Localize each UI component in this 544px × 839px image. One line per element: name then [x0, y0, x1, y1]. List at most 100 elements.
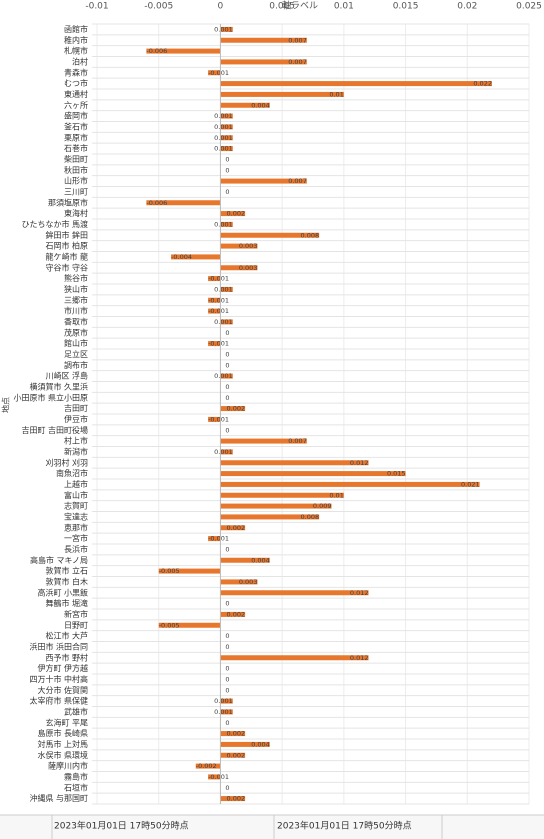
data-label: 0.003 [239, 264, 258, 272]
y-tick-label: 那須塩原市 [48, 197, 88, 207]
bar [220, 796, 246, 802]
data-label: 0.009 [313, 502, 332, 510]
y-tick-label: 茂原市 [64, 327, 88, 337]
data-label: 0 [225, 719, 229, 727]
data-label: 0.001 [214, 372, 233, 380]
data-label: -0.001 [208, 415, 229, 423]
data-label: 0.008 [301, 513, 320, 521]
data-label: 0.001 [214, 318, 233, 326]
data-label: 0 [225, 383, 229, 391]
y-tick-label: 志賀町 [64, 501, 88, 511]
data-label: 0 [225, 632, 229, 640]
x-tick-label: 0.02 [457, 2, 477, 12]
data-label: 0.004 [251, 556, 270, 564]
y-tick-label: 龍ケ崎市 龍 [45, 251, 88, 261]
y-tick-label: 玄海町 平尾 [45, 717, 88, 727]
y-tick-label: 薩摩川内市 [48, 761, 88, 771]
data-label: -0.001 [208, 535, 229, 543]
data-label: -0.001 [208, 69, 229, 77]
bar [220, 178, 307, 184]
data-label: 0.012 [350, 589, 369, 597]
bar [195, 763, 221, 769]
y-tick-label: 青森市 [64, 67, 88, 77]
bar [220, 460, 369, 466]
data-label: 0.001 [214, 697, 233, 705]
bar [220, 731, 246, 737]
data-label: 0 [225, 600, 229, 608]
bar [208, 70, 221, 76]
data-label: 0.01 [329, 491, 343, 499]
y-tick-label: 宝達志 [64, 511, 88, 521]
y-tick-label: 柴田町 [64, 154, 88, 164]
y-tick-label: 稚内市 [64, 35, 88, 45]
y-tick-label: 上越市 [64, 479, 88, 489]
y-tick-label: 鉾田市 鉾田 [45, 230, 88, 240]
bar [220, 37, 307, 43]
x-tick-label: 0.005 [269, 2, 295, 12]
bar [220, 406, 246, 412]
data-label: -0.006 [146, 47, 167, 55]
x-axis-label: 軸ラベル [282, 0, 318, 12]
bar [220, 146, 233, 152]
bar [208, 308, 221, 314]
y-tick-label: 足立区 [64, 349, 88, 359]
data-label: 0.012 [350, 654, 369, 662]
bar [220, 438, 307, 444]
y-tick-label: 松江市 大芦 [45, 631, 88, 641]
data-label: 0.004 [251, 740, 270, 748]
data-label: 0.015 [387, 470, 406, 478]
bar [220, 752, 246, 758]
data-label: 0.012 [350, 459, 369, 467]
bar [220, 113, 233, 119]
bar [220, 611, 246, 617]
y-tick-label: 釜石市 [64, 121, 88, 131]
y-tick-label: 四万十市 中村高 [29, 674, 88, 684]
y-tick-label: 東通村 [64, 89, 88, 99]
data-label: 0 [225, 545, 229, 553]
data-label: 0.007 [288, 36, 307, 44]
bar [220, 655, 369, 661]
y-tick-label: 島原市 長崎県 [37, 728, 88, 738]
data-label: 0.002 [227, 730, 246, 738]
y-tick-label: 新宮市 [64, 609, 88, 619]
y-tick-label: 山形市 [64, 176, 88, 186]
y-tick-label: 大分市 佐賀関 [37, 685, 88, 695]
y-tick-label: 舞鶴市 堀滝 [45, 598, 88, 608]
y-tick-label: 恵那市 [64, 522, 88, 532]
data-label: 0.003 [239, 578, 258, 586]
bar [208, 536, 221, 542]
data-label: 0.001 [214, 145, 233, 153]
bar [220, 59, 307, 65]
data-label: 0.022 [473, 80, 492, 88]
data-label: 0 [225, 361, 229, 369]
footer-bg [0, 815, 544, 839]
bar [146, 200, 221, 206]
data-label: 0 [225, 426, 229, 434]
y-tick-label: 石垣市 [64, 782, 88, 792]
data-label: 0.002 [227, 210, 246, 218]
y-tick-label: 泊村 [72, 56, 88, 66]
data-label: 0.001 [214, 134, 233, 142]
bar [158, 568, 221, 574]
data-label: 0.01 [329, 90, 343, 98]
bar [220, 319, 233, 325]
data-label: 0.002 [227, 751, 246, 759]
y-tick-label: 吉田町 [64, 404, 88, 413]
y-tick-label: 西予市 野村 [45, 652, 88, 662]
bar [220, 243, 258, 249]
y-tick-label: 高浜町 小黒飯 [37, 587, 88, 597]
bar [171, 254, 221, 260]
bar [220, 449, 233, 455]
data-label: 0.001 [214, 25, 233, 33]
data-label: -0.004 [171, 253, 192, 261]
footer-text: 2023年01月01日 17時50分時点 [54, 820, 189, 832]
bar [220, 557, 270, 563]
data-label: 0 [225, 784, 229, 792]
y-tick-label: 川崎区 浮島 [45, 371, 88, 381]
y-tick-label: 東海村 [64, 208, 88, 218]
data-label: 0.008 [301, 231, 320, 239]
y-tick-label: 高島市 マキノ局 [30, 555, 88, 565]
data-label: 0 [225, 329, 229, 337]
data-label: 0.001 [214, 448, 233, 456]
